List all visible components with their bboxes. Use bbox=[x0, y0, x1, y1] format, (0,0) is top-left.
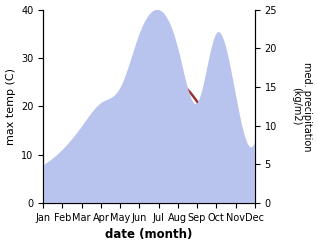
Y-axis label: max temp (C): max temp (C) bbox=[5, 68, 16, 145]
X-axis label: date (month): date (month) bbox=[105, 228, 193, 242]
Y-axis label: med. precipitation
(kg/m2): med. precipitation (kg/m2) bbox=[291, 62, 313, 151]
